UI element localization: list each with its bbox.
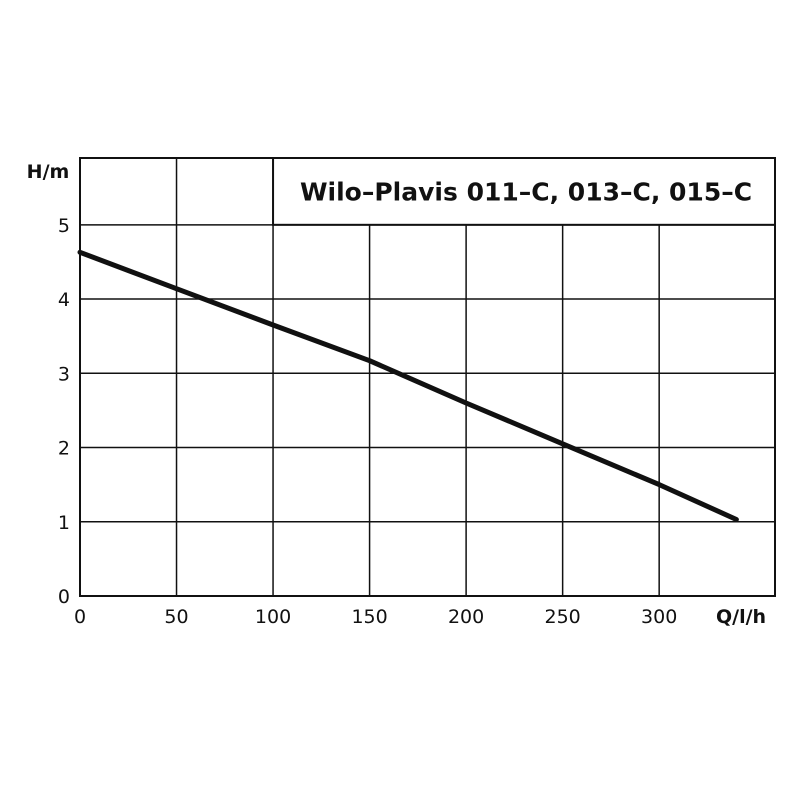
- x-tick-label: 200: [448, 606, 484, 628]
- x-tick-label: 100: [255, 606, 291, 628]
- y-tick-labels: 0 1 2 3 4 5: [58, 215, 70, 608]
- chart-title: Wilo–Plavis 011–C, 013–C, 015–C: [300, 177, 752, 206]
- y-tick-label: 4: [58, 289, 70, 311]
- x-tick-label: 50: [164, 606, 188, 628]
- y-tick-label: 2: [58, 438, 70, 460]
- x-tick-labels: 0 50 100 150 200 250 300: [74, 606, 677, 628]
- series-layer: [77, 249, 739, 522]
- x-tick-label: 300: [641, 606, 677, 628]
- y-axis-label: H/m: [27, 161, 70, 183]
- x-tick-label: 0: [74, 606, 86, 628]
- series-line-0: [77, 249, 739, 522]
- x-tick-label: 250: [545, 606, 581, 628]
- y-tick-label: 5: [58, 215, 70, 237]
- x-axis-label: Q/l/h: [716, 606, 766, 628]
- y-tick-label: 0: [58, 586, 70, 608]
- x-tick-label: 150: [351, 606, 387, 628]
- y-tick-label: 3: [58, 363, 70, 385]
- y-tick-label: 1: [58, 512, 70, 534]
- title-box: [272, 157, 776, 226]
